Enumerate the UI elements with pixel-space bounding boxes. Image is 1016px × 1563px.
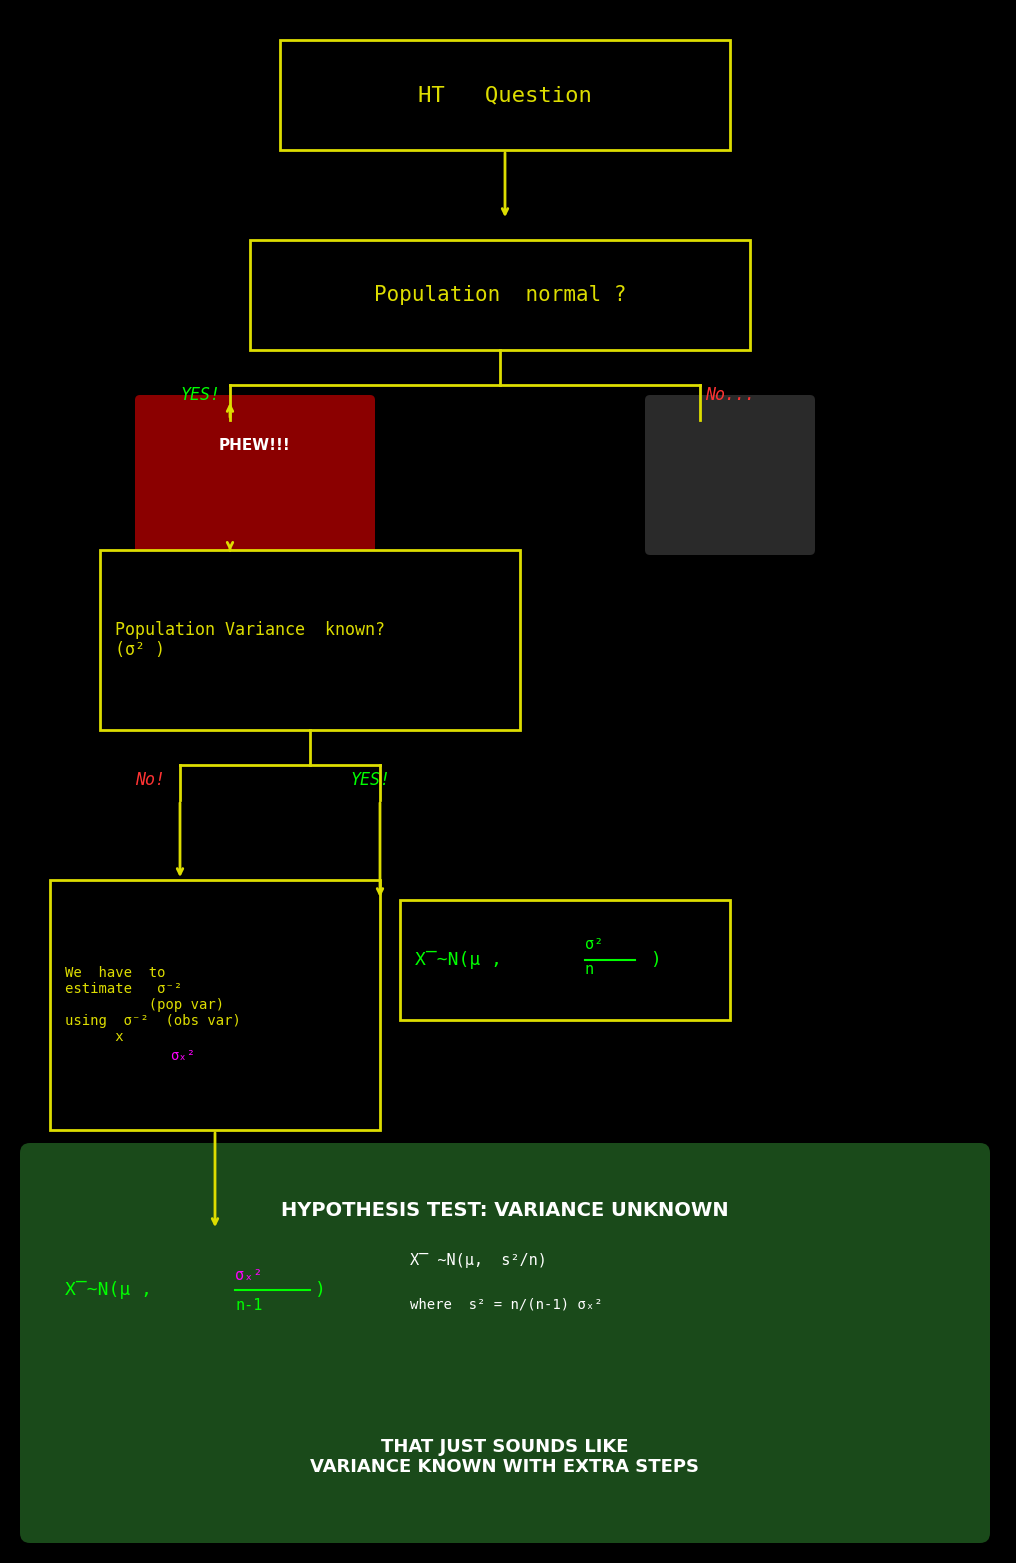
Text: X̅ ~N(μ,  s²/n): X̅ ~N(μ, s²/n) — [410, 1252, 547, 1268]
Text: PHEW!!!: PHEW!!! — [219, 438, 291, 453]
Text: σₓ²: σₓ² — [170, 1049, 195, 1063]
Text: HT   Question: HT Question — [418, 84, 592, 105]
Text: YES!: YES! — [180, 386, 220, 403]
Text: THAT JUST SOUNDS LIKE
VARIANCE KNOWN WITH EXTRA STEPS: THAT JUST SOUNDS LIKE VARIANCE KNOWN WIT… — [311, 1438, 699, 1477]
Text: HYPOTHESIS TEST: VARIANCE UNKNOWN: HYPOTHESIS TEST: VARIANCE UNKNOWN — [281, 1200, 728, 1219]
Text: No...: No... — [705, 386, 755, 403]
FancyBboxPatch shape — [135, 395, 375, 555]
FancyBboxPatch shape — [20, 1143, 990, 1543]
FancyBboxPatch shape — [50, 1230, 380, 1350]
Text: X̅~N(μ ,: X̅~N(μ , — [65, 1282, 174, 1299]
Text: σₓ²: σₓ² — [235, 1268, 262, 1283]
Text: σ²: σ² — [585, 938, 604, 952]
Text: n-1: n-1 — [235, 1297, 262, 1313]
FancyBboxPatch shape — [50, 880, 380, 1130]
Text: ): ) — [640, 950, 661, 969]
Text: X̅~N(μ ,: X̅~N(μ , — [415, 950, 524, 969]
Text: No!: No! — [135, 771, 165, 789]
FancyBboxPatch shape — [400, 900, 731, 1021]
Text: n: n — [585, 963, 594, 977]
FancyBboxPatch shape — [280, 41, 731, 150]
FancyBboxPatch shape — [250, 241, 750, 350]
Text: ): ) — [315, 1282, 326, 1299]
Text: where  s² = n/(n-1) σₓ²: where s² = n/(n-1) σₓ² — [410, 1297, 602, 1311]
FancyBboxPatch shape — [645, 395, 815, 555]
Text: YES!: YES! — [350, 771, 390, 789]
Text: Population  normal ?: Population normal ? — [374, 284, 626, 305]
Text: Population Variance  known?
(σ² ): Population Variance known? (σ² ) — [115, 621, 385, 660]
Text: We  have  to
estimate   σ⁻²
          (pop var)
using  σ⁻²  (obs var)
      x: We have to estimate σ⁻² (pop var) using … — [65, 966, 241, 1044]
FancyBboxPatch shape — [100, 550, 520, 730]
